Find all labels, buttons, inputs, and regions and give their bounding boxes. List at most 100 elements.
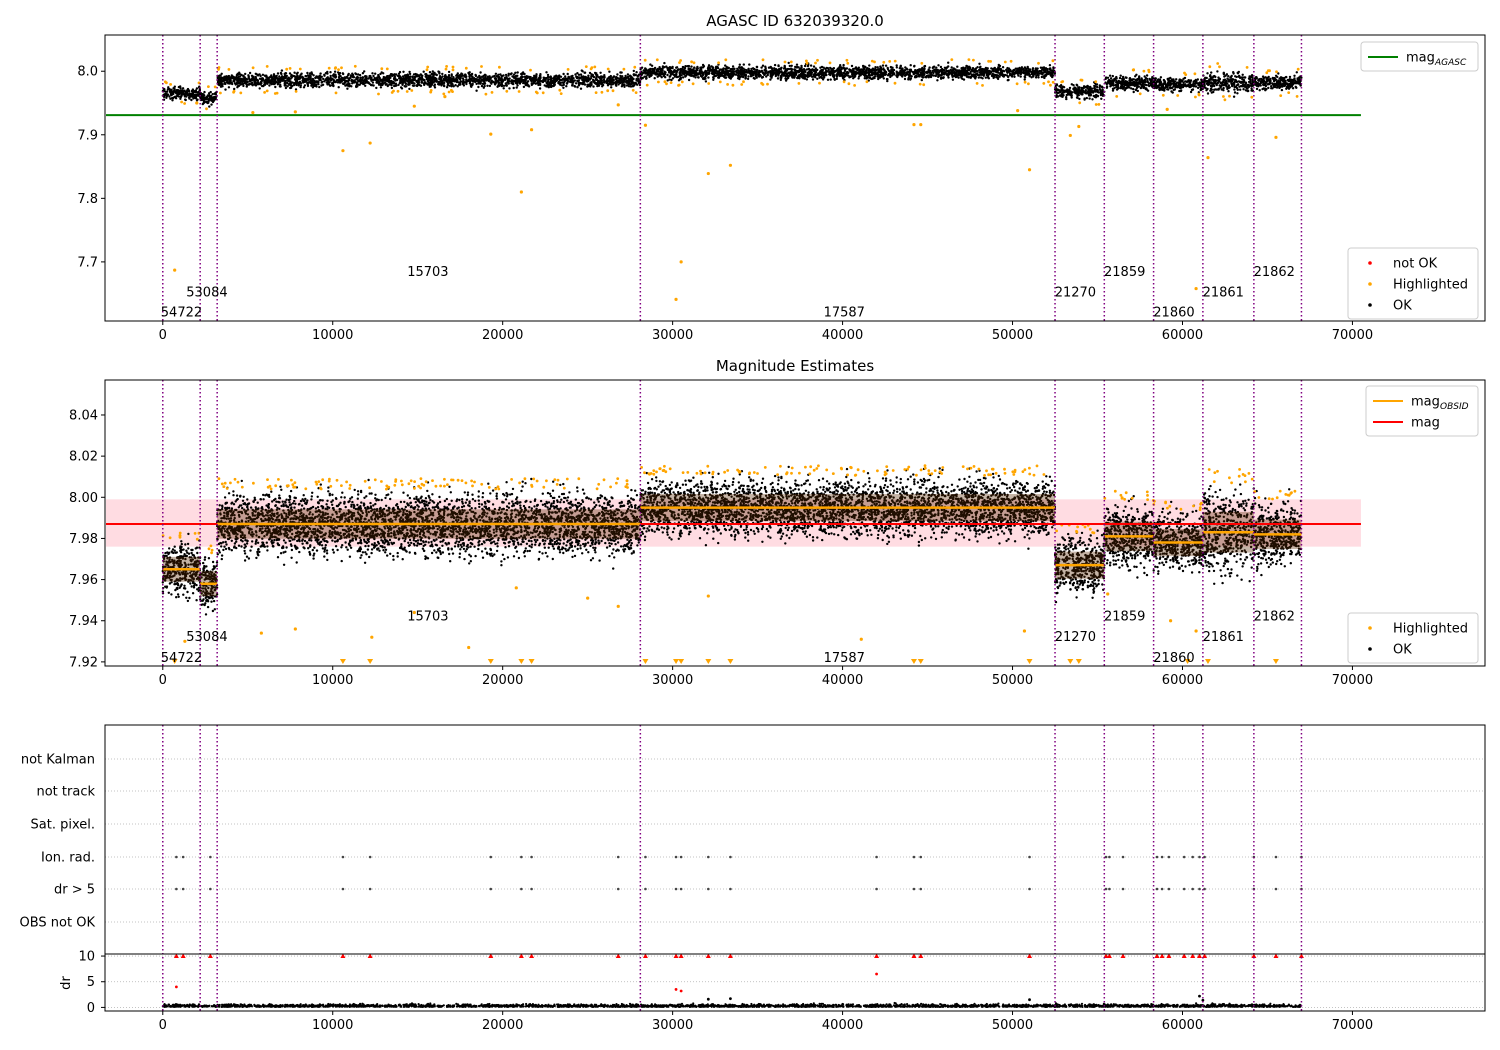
- ok-point: [686, 73, 688, 75]
- ok-point: [479, 77, 481, 79]
- ok-point: [539, 77, 541, 79]
- ok-point: [814, 73, 816, 75]
- ok-point: [527, 80, 529, 82]
- highlighted-point: [894, 60, 897, 63]
- ok-point: [765, 72, 767, 74]
- ok-point: [289, 72, 291, 74]
- ok-point: [762, 72, 764, 74]
- ok-point: [1002, 66, 1004, 68]
- ok-point: [983, 73, 985, 75]
- ok-point: [681, 68, 683, 70]
- ok-point: [745, 75, 747, 77]
- ok-point: [394, 77, 396, 79]
- ok-point: [865, 77, 867, 79]
- ok-point: [846, 72, 848, 74]
- ok-point: [801, 70, 803, 72]
- ok-point: [709, 66, 711, 68]
- ok-point: [1085, 89, 1087, 91]
- ok-point: [486, 79, 488, 81]
- ok-point: [653, 68, 655, 70]
- ok-point: [300, 82, 302, 84]
- ok-point: [319, 76, 321, 78]
- highlighted-point: [491, 91, 494, 94]
- ok-point: [727, 72, 729, 74]
- ok-point: [486, 85, 488, 87]
- ok-point: [167, 88, 169, 90]
- ok-point: [274, 86, 276, 88]
- ok-point: [916, 72, 918, 74]
- ok-point: [707, 76, 709, 78]
- ok-point: [550, 78, 552, 80]
- ok-point: [326, 71, 328, 73]
- ok-point: [780, 68, 782, 70]
- ok-point: [673, 71, 675, 73]
- ok-point: [683, 71, 685, 73]
- highlighted-point: [848, 82, 851, 85]
- ok-point: [404, 85, 406, 87]
- ok-point: [425, 82, 427, 84]
- ok-point: [846, 67, 848, 69]
- ok-point: [603, 79, 605, 81]
- ok-point: [859, 74, 861, 76]
- ok-point: [407, 80, 409, 82]
- ok-point: [659, 68, 661, 70]
- ok-point: [436, 74, 438, 76]
- ok-point: [810, 74, 812, 76]
- ok-point: [385, 78, 387, 80]
- ok-point: [622, 80, 624, 82]
- ok-point: [454, 84, 456, 86]
- ok-point: [457, 75, 459, 77]
- ok-point: [921, 69, 923, 71]
- ok-point: [535, 77, 537, 79]
- highlighted-point: [635, 91, 638, 94]
- ok-point: [750, 68, 752, 70]
- ok-point: [1109, 75, 1111, 77]
- ok-point: [596, 74, 598, 76]
- ok-point: [631, 81, 633, 83]
- highlighted-point: [1016, 82, 1019, 85]
- ok-point: [231, 83, 233, 85]
- ok-point: [1076, 97, 1078, 99]
- ok-point: [562, 87, 564, 89]
- ok-point: [402, 75, 404, 77]
- ok-point: [748, 63, 750, 65]
- ok-point: [334, 71, 336, 73]
- ok-point: [249, 72, 251, 74]
- highlighted-point: [846, 62, 849, 65]
- ok-point: [804, 71, 806, 73]
- highlighted-point: [485, 93, 488, 96]
- ok-point: [1052, 66, 1054, 68]
- ok-point: [516, 86, 518, 88]
- highlighted-point: [1027, 82, 1030, 85]
- ok-point: [943, 72, 945, 74]
- ok-point: [197, 91, 199, 93]
- ok-point: [562, 78, 564, 80]
- ok-point: [317, 83, 319, 85]
- highlighted-point: [853, 84, 856, 87]
- ok-point: [979, 67, 981, 69]
- ok-point: [853, 70, 855, 72]
- ok-point: [1100, 98, 1102, 100]
- ok-point: [295, 80, 297, 82]
- ok-point: [335, 79, 337, 81]
- ok-point: [933, 69, 935, 71]
- ok-point: [738, 77, 740, 79]
- ok-point: [956, 66, 958, 68]
- ok-point: [663, 73, 665, 75]
- ok-point: [679, 73, 681, 75]
- ok-point: [500, 78, 502, 80]
- ok-point: [621, 83, 623, 85]
- ok-point: [1073, 91, 1075, 93]
- ok-point: [196, 87, 198, 89]
- ok-point: [498, 79, 500, 81]
- ok-point: [562, 73, 564, 75]
- ok-point: [943, 76, 945, 78]
- ok-point: [718, 71, 720, 73]
- highlighted-point: [843, 80, 846, 83]
- ok-point: [545, 77, 547, 79]
- ok-point: [535, 75, 537, 77]
- ok-point: [859, 69, 861, 71]
- ok-point: [483, 83, 485, 85]
- highlighted-point: [717, 61, 720, 64]
- highlighted-point: [558, 89, 561, 92]
